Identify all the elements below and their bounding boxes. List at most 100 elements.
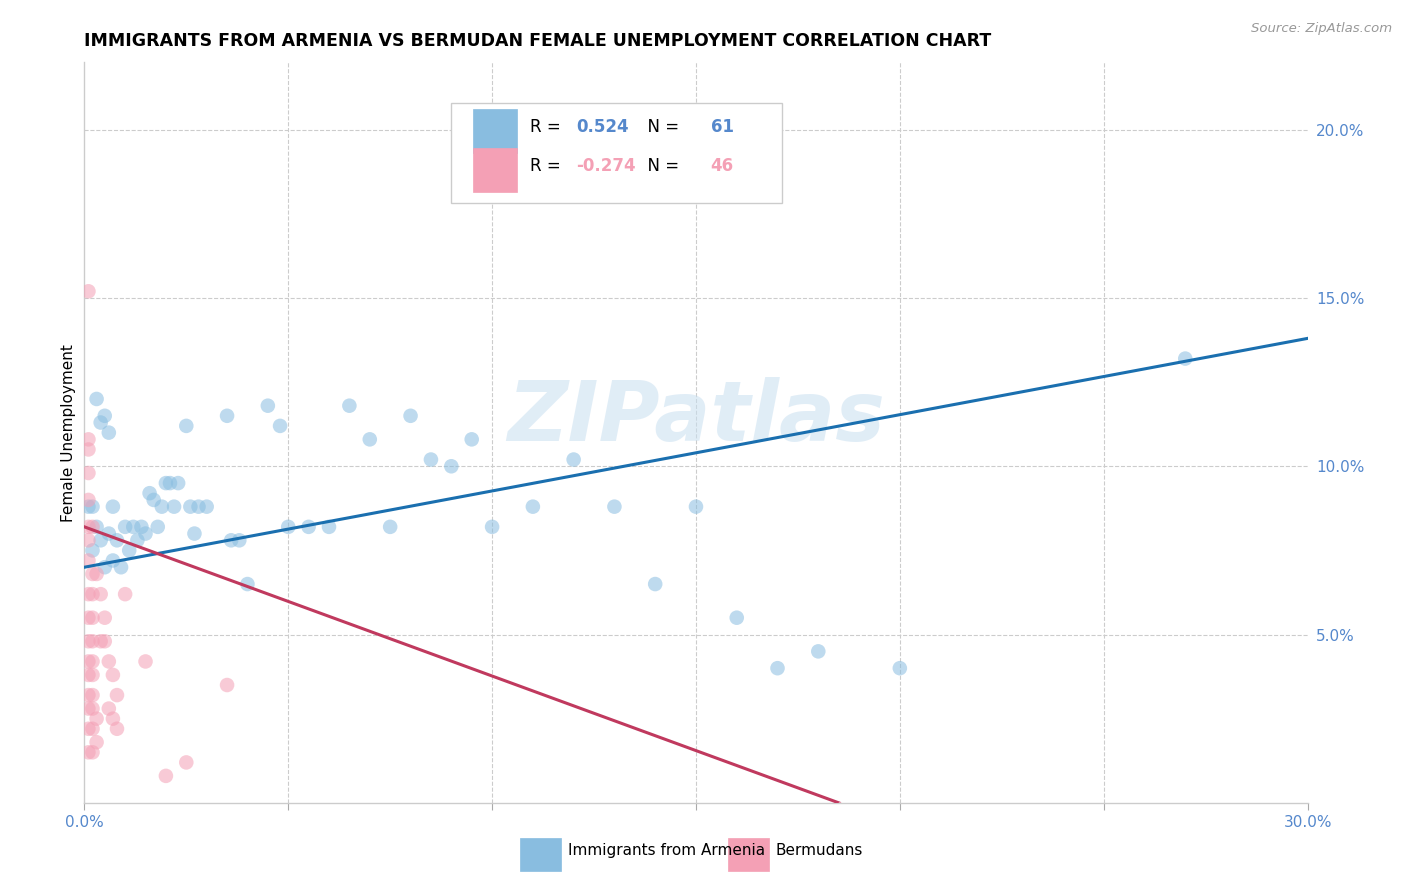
- Point: [77, 668, 100, 682]
- Point: [420, 452, 443, 467]
- Text: N =: N =: [637, 157, 690, 175]
- Text: R =: R =: [530, 157, 571, 175]
- Point: [101, 500, 124, 514]
- Point: [298, 520, 321, 534]
- Point: [77, 701, 100, 715]
- Text: -0.274: -0.274: [576, 157, 636, 175]
- FancyBboxPatch shape: [520, 838, 561, 871]
- Point: [82, 500, 104, 514]
- Point: [562, 452, 585, 467]
- Point: [1174, 351, 1197, 366]
- Text: ZIPatlas: ZIPatlas: [508, 377, 884, 458]
- Text: 61: 61: [710, 119, 734, 136]
- Point: [725, 610, 748, 624]
- Point: [97, 526, 120, 541]
- FancyBboxPatch shape: [474, 109, 517, 153]
- Point: [807, 644, 830, 658]
- Point: [97, 655, 120, 669]
- FancyBboxPatch shape: [474, 148, 517, 192]
- Point: [82, 701, 104, 715]
- Point: [142, 492, 165, 507]
- Text: Immigrants from Armenia: Immigrants from Armenia: [568, 844, 765, 858]
- Point: [77, 610, 100, 624]
- FancyBboxPatch shape: [728, 838, 769, 871]
- Point: [114, 520, 136, 534]
- Point: [461, 433, 484, 447]
- Point: [97, 425, 120, 440]
- Text: R =: R =: [530, 119, 571, 136]
- Point: [174, 418, 197, 433]
- Text: 0.524: 0.524: [576, 119, 628, 136]
- Point: [236, 577, 259, 591]
- Point: [93, 409, 115, 423]
- Point: [228, 533, 250, 548]
- Point: [481, 520, 503, 534]
- Point: [77, 433, 100, 447]
- Point: [110, 560, 132, 574]
- Point: [90, 416, 112, 430]
- Point: [135, 655, 157, 669]
- Point: [217, 409, 239, 423]
- Point: [522, 500, 544, 514]
- Point: [187, 500, 209, 514]
- Point: [77, 722, 100, 736]
- Point: [90, 533, 112, 548]
- Point: [277, 520, 299, 534]
- Point: [163, 500, 186, 514]
- Point: [167, 476, 190, 491]
- Point: [82, 722, 104, 736]
- Point: [889, 661, 911, 675]
- Point: [155, 769, 177, 783]
- Point: [77, 533, 100, 548]
- Point: [82, 634, 104, 648]
- Point: [118, 543, 141, 558]
- Point: [138, 486, 160, 500]
- Point: [217, 678, 239, 692]
- Point: [82, 655, 104, 669]
- Text: IMMIGRANTS FROM ARMENIA VS BERMUDAN FEMALE UNEMPLOYMENT CORRELATION CHART: IMMIGRANTS FROM ARMENIA VS BERMUDAN FEMA…: [84, 32, 991, 50]
- Point: [82, 745, 104, 759]
- Point: [380, 520, 402, 534]
- Point: [440, 459, 463, 474]
- Point: [150, 500, 173, 514]
- Point: [77, 688, 100, 702]
- Point: [644, 577, 666, 591]
- Point: [90, 587, 112, 601]
- Point: [146, 520, 169, 534]
- Point: [159, 476, 181, 491]
- Point: [105, 533, 128, 548]
- Point: [174, 756, 197, 770]
- FancyBboxPatch shape: [451, 103, 782, 203]
- Y-axis label: Female Unemployment: Female Unemployment: [60, 343, 76, 522]
- Point: [86, 520, 108, 534]
- Point: [77, 500, 100, 514]
- Point: [114, 587, 136, 601]
- Point: [77, 587, 100, 601]
- Point: [77, 553, 100, 567]
- Point: [195, 500, 218, 514]
- Point: [77, 745, 100, 759]
- Point: [257, 399, 280, 413]
- Point: [101, 668, 124, 682]
- Point: [86, 392, 108, 406]
- Point: [155, 476, 177, 491]
- Point: [93, 610, 115, 624]
- Point: [82, 566, 104, 581]
- Text: 46: 46: [710, 157, 734, 175]
- Point: [82, 688, 104, 702]
- Point: [93, 560, 115, 574]
- Point: [603, 500, 626, 514]
- Point: [82, 543, 104, 558]
- Point: [77, 466, 100, 480]
- Point: [127, 533, 149, 548]
- Point: [93, 634, 115, 648]
- Point: [105, 688, 128, 702]
- Point: [77, 655, 100, 669]
- Point: [77, 492, 100, 507]
- Point: [82, 610, 104, 624]
- Point: [219, 533, 242, 548]
- Point: [82, 520, 104, 534]
- Point: [135, 526, 157, 541]
- Text: Source: ZipAtlas.com: Source: ZipAtlas.com: [1251, 22, 1392, 36]
- Point: [269, 418, 291, 433]
